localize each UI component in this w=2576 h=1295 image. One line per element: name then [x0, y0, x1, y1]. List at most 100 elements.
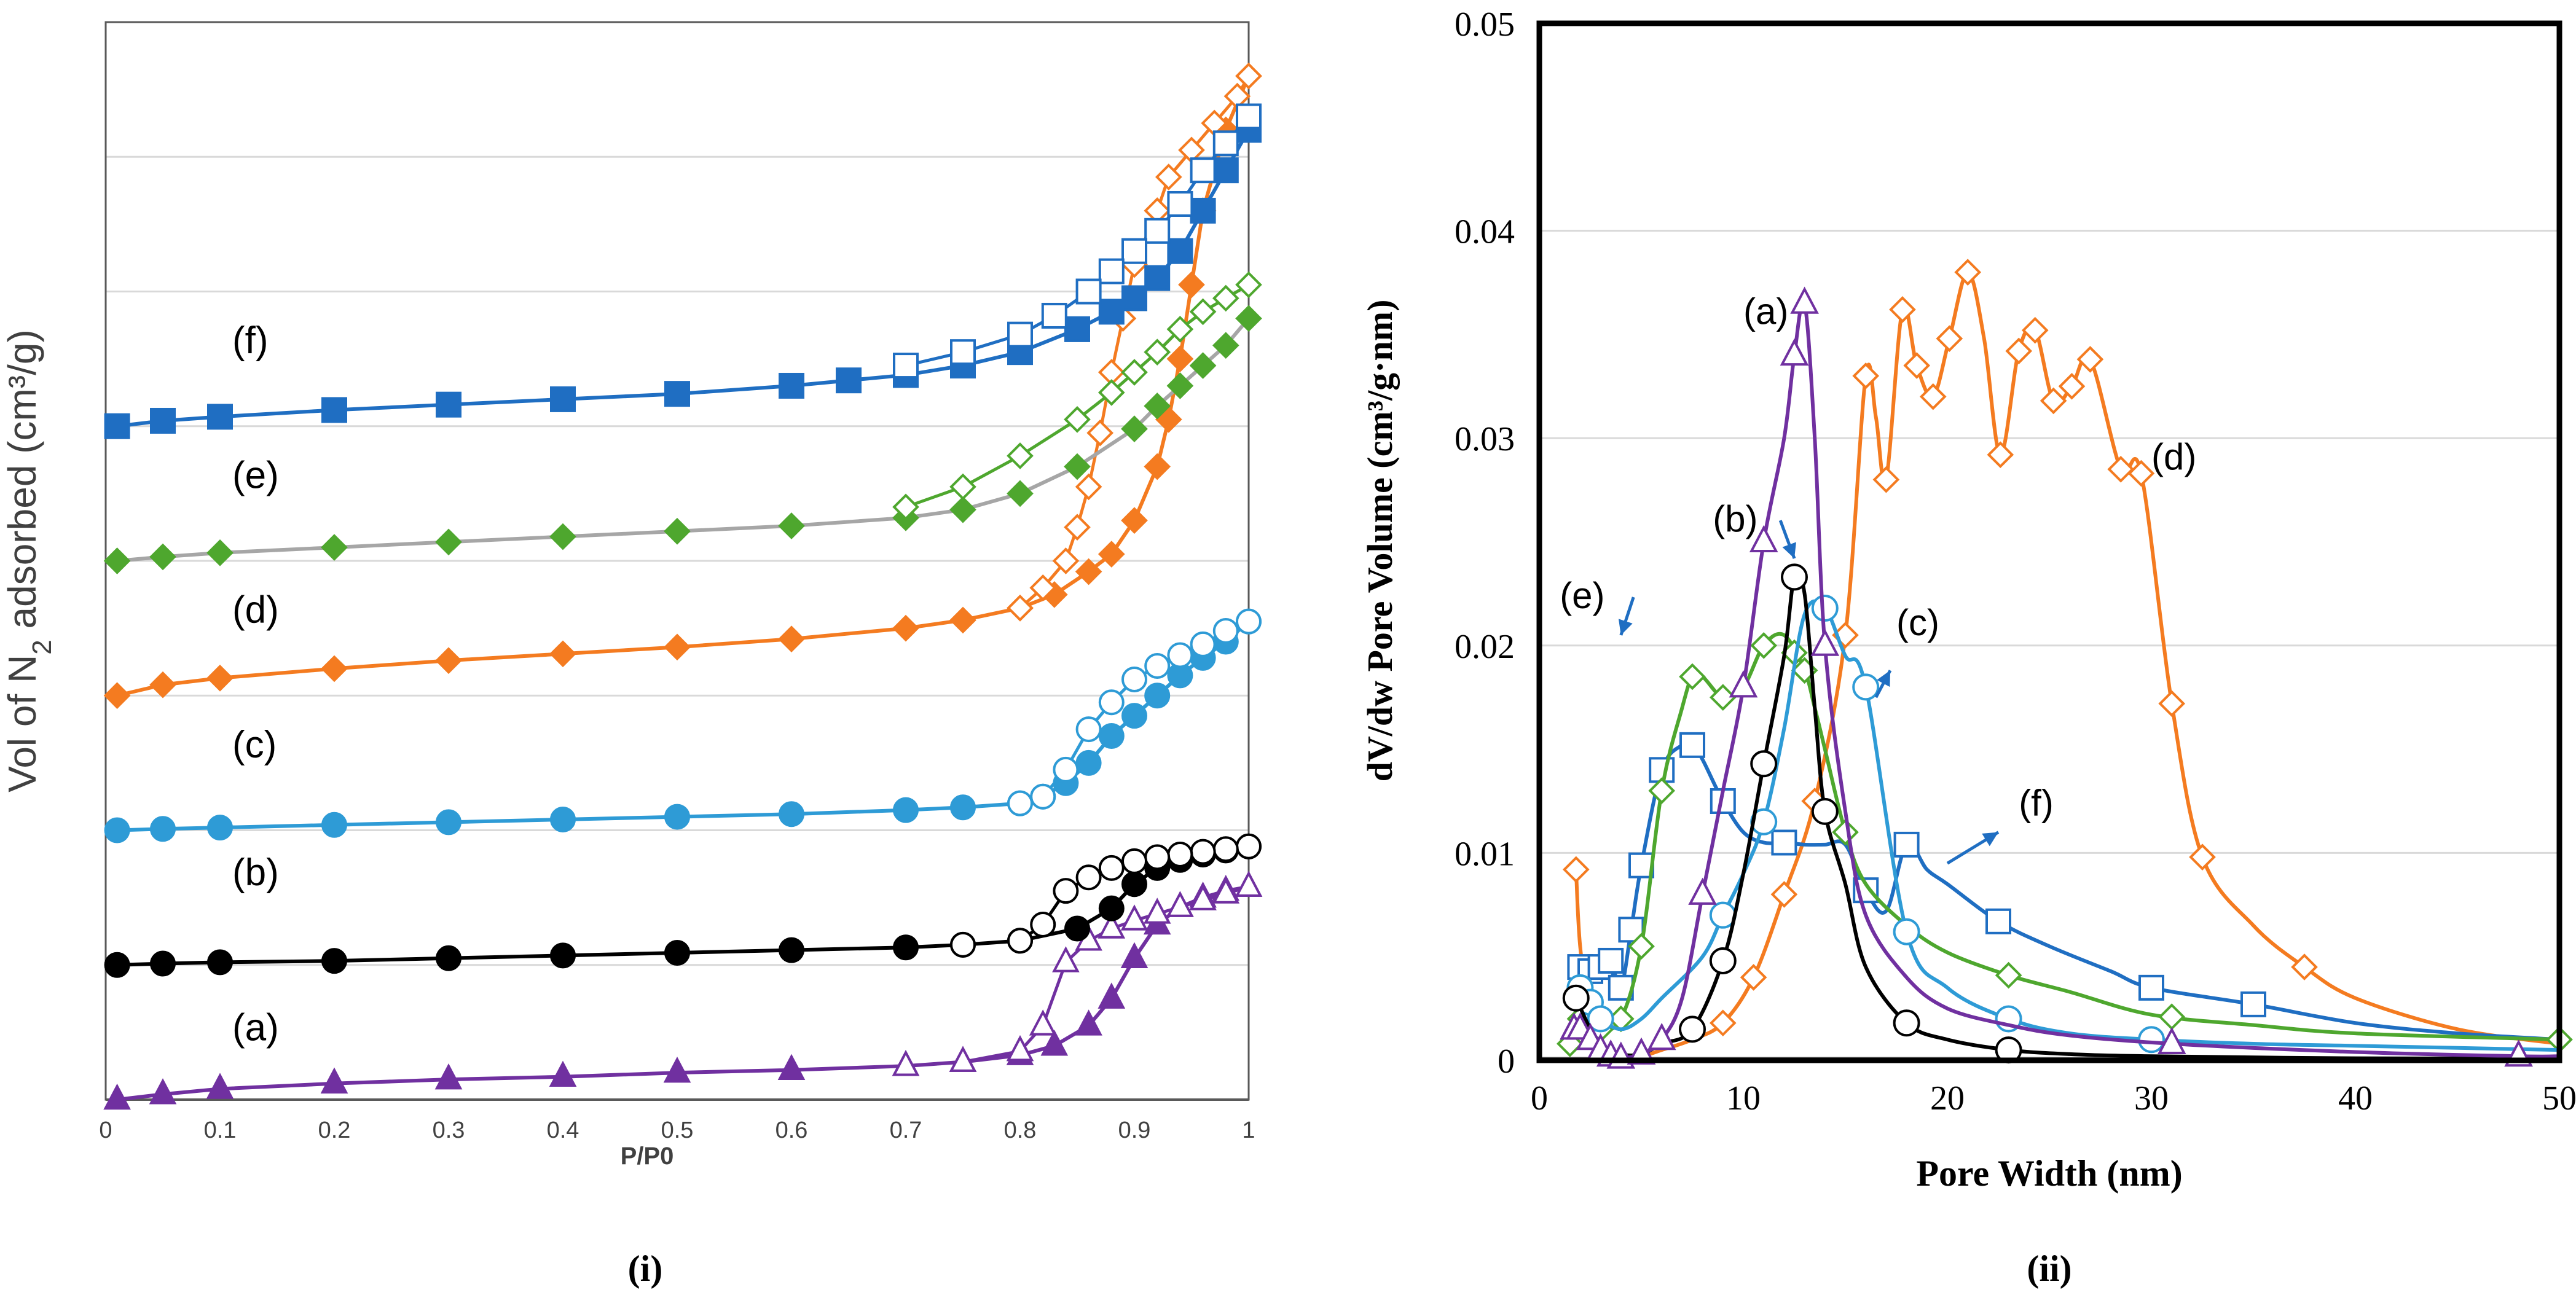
isotherm-adsorption-point: [1064, 915, 1090, 942]
pore-size-point: [1709, 947, 1737, 974]
isotherm-desorption-point: [1236, 608, 1262, 635]
isotherm-adsorption-point: [950, 794, 976, 821]
pore-size-point: [1679, 663, 1706, 691]
isotherm-adsorption-point: [1189, 352, 1217, 379]
isotherm-adsorption-point: [1075, 749, 1102, 776]
isotherm-adsorption-point: [103, 1083, 131, 1110]
isotherm-adsorption-point: [949, 496, 976, 523]
isotherm-desorption-point: [1212, 618, 1239, 644]
pore-size-point: [1872, 466, 1900, 493]
isotherm-adsorption-point: [1121, 415, 1148, 442]
pore-size-x-tick-label: 30: [2134, 1079, 2169, 1117]
pore-size-point: [1729, 670, 1758, 698]
isotherm-desorption-point: [1098, 855, 1125, 881]
isotherm-adsorption-point: [664, 381, 690, 407]
pore-size-point: [1628, 933, 1655, 960]
isotherm-adsorption-point: [779, 372, 804, 399]
pore-size-annotations: (a) (b) (c) (d) (e) (f): [1560, 291, 2196, 865]
isotherm-adsorption-point: [549, 1060, 577, 1087]
pore-size-x-tick-label: 20: [1930, 1079, 1965, 1117]
pore-size-point: [1679, 732, 1705, 758]
pore-size-point: [1889, 296, 1916, 323]
pore-size-plot-frame: [1536, 20, 2562, 1063]
isotherm-y-axis-title-suffix: adsorbed (cm³/g): [0, 329, 44, 640]
isotherm-desorption-point: [1029, 574, 1057, 601]
isotherm-desorption-point: [949, 473, 976, 501]
isotherm-adsorption-point: [1098, 982, 1126, 1009]
pore-size-x-tick-label: 50: [2542, 1079, 2576, 1117]
pore-size-point: [1770, 881, 1798, 908]
isotherm-adsorption-point: [1120, 942, 1149, 969]
pore-size-point: [1781, 563, 1808, 591]
isotherm-desorption-point: [1212, 284, 1239, 312]
isotherm-desorption-point: [1007, 321, 1033, 348]
pore-size-point: [1709, 1009, 1737, 1037]
pore-size-point: [1688, 877, 1717, 905]
pore-size-arrow-head: [1618, 619, 1633, 635]
pore-size-point: [1598, 947, 1624, 974]
isotherm-desorption-point: [950, 931, 976, 958]
isotherm-desorption-point: [1098, 258, 1125, 284]
pore-size-point: [1893, 831, 1920, 858]
isotherm-x-tick-label: 0.2: [318, 1117, 351, 1143]
isotherm-desorption-point: [1052, 946, 1080, 972]
isotherm-adsorption-point: [1178, 271, 1205, 299]
isotherm-desorption-point: [949, 1046, 977, 1072]
pore-size-point: [1562, 984, 1590, 1012]
isotherm-desorption-point: [893, 353, 919, 379]
isotherm-adsorption-point: [550, 942, 576, 969]
isotherm-series-label: (b): [232, 851, 279, 894]
pore-size-point: [2158, 690, 2186, 718]
pore-size-point: [2058, 372, 2086, 400]
isotherm-desorption-point: [1167, 841, 1193, 867]
isotherm-adsorption-point: [321, 655, 348, 683]
isotherm-desorption-point: [1155, 163, 1182, 190]
pore-size-point: [1995, 961, 2022, 989]
isotherm-adsorption-point: [149, 543, 176, 571]
isotherm-adsorption-point: [104, 952, 130, 978]
isotherm-desorption-point: [1029, 1009, 1057, 1036]
isotherm-desorption-point: [1030, 911, 1056, 937]
isotherm-desorption-point: [1166, 891, 1194, 917]
pore-size-point: [1771, 829, 1797, 856]
isotherm-desorption-point: [1189, 298, 1217, 326]
isotherm-adsorption-point: [206, 539, 234, 566]
pore-size-point: [2291, 953, 2318, 980]
isotherm-desorption-point: [1166, 316, 1194, 343]
isotherm-adsorption-point: [320, 1067, 348, 1094]
isotherm-adsorption-point: [1235, 305, 1262, 332]
pore-size-series-label: (b): [1713, 498, 1757, 539]
isotherm-adsorption-point: [150, 950, 176, 977]
isotherm-desorption-point: [1212, 877, 1240, 904]
isotherm-desorption-point: [1075, 278, 1102, 305]
isotherm-y-axis-title: Vol of N2 adsorbed (cm³/g): [0, 329, 57, 792]
pore-size-point: [2138, 1026, 2165, 1054]
isotherm-adsorption-point: [1144, 265, 1171, 291]
pore-size-point: [2076, 346, 2104, 373]
pore-size-arrow-head: [1982, 832, 1998, 847]
isotherm-desorption-point: [1144, 217, 1171, 244]
isotherm-adsorption-point: [892, 614, 919, 642]
isotherm-adsorption-point: [1212, 157, 1239, 184]
isotherm-adsorption-point: [777, 1054, 806, 1081]
isotherm-adsorption-point: [104, 817, 130, 843]
isotherm-desorption-point: [1052, 547, 1080, 574]
isotherm-adsorption-point: [206, 1073, 234, 1099]
panel-label-i: (i): [628, 1248, 663, 1289]
pore-size-x-tick-label: 10: [1726, 1079, 1761, 1117]
isotherm-adsorption-point: [949, 606, 976, 634]
isotherm-desorption-point: [1098, 912, 1126, 939]
isotherm-adsorption-point: [435, 647, 462, 675]
isotherm-desorption-point: [1143, 898, 1171, 924]
isotherm-series-label: (a): [232, 1006, 279, 1049]
isotherm-adsorption-point: [1064, 316, 1090, 342]
isotherm-desorption-point: [1236, 833, 1262, 859]
isotherm-x-tick-label: 0.3: [433, 1117, 465, 1143]
isotherm-x-tick-label: 0.7: [890, 1117, 922, 1143]
isotherm-x-tick-label: 0.4: [547, 1117, 579, 1143]
isotherm-adsorption-point: [321, 812, 347, 838]
isotherm-adsorption-point: [664, 517, 691, 545]
isotherm-panel: (a) (b) (c) (d) (e) (f) 0 0.1 0.2 0.3 0.4 0.5 0.6 0.…: [0, 21, 1263, 1289]
isotherm-desorption-point: [1030, 783, 1056, 810]
